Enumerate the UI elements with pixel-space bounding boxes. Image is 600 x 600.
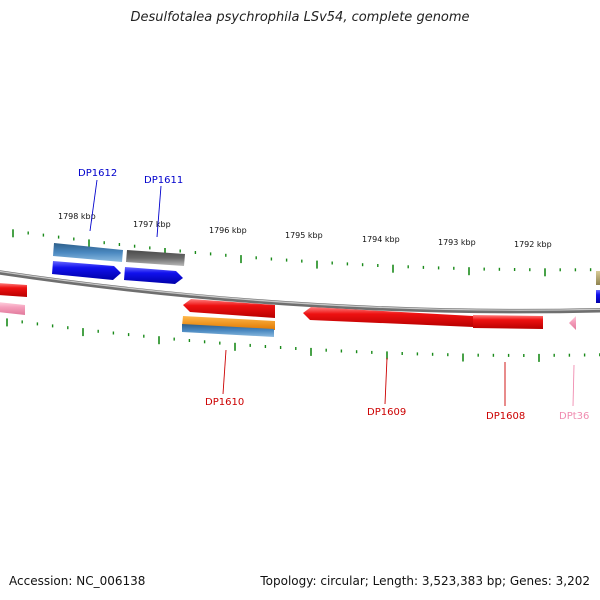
gene-blue-left[interactable]: [52, 261, 121, 280]
gene-blue-right[interactable]: [124, 267, 183, 284]
genome-title: Desulfotalea psychrophila LSv54, complet…: [130, 10, 470, 25]
gene-label-DP1610[interactable]: DP1610: [205, 397, 244, 408]
scale-label-1797: 1797 kbp: [133, 220, 171, 229]
gene-DP1610[interactable]: [183, 299, 275, 318]
accession-text: Accession: NC_006138: [9, 574, 146, 588]
gene-label-DP1611[interactable]: DP1611: [144, 175, 183, 186]
gene-DP1611-outer[interactable]: [126, 250, 185, 266]
leader-DP1612: [89, 179, 98, 232]
scale-label-1796: 1796 kbp: [209, 226, 247, 235]
gene-label-DPt36[interactable]: DPt36: [559, 411, 589, 422]
gene-DP1610-steel[interactable]: [182, 324, 274, 337]
gene-red-edge[interactable]: [0, 283, 27, 297]
lower-tick-track: [6, 318, 600, 362]
leader-DP1611: [156, 185, 162, 238]
leader-DP1609: [384, 357, 388, 405]
gene-label-DP1609[interactable]: DP1609: [367, 407, 406, 418]
scale-label-1792: 1792 kbp: [514, 240, 552, 249]
gene-DPt36[interactable]: [569, 316, 576, 330]
gene-pink-edge[interactable]: [0, 302, 25, 315]
gene-DP1608[interactable]: [473, 315, 543, 329]
leader-DP1610: [222, 349, 227, 395]
gene-blue-edge[interactable]: [596, 290, 600, 303]
gene-label-DP1608[interactable]: DP1608: [486, 411, 525, 422]
gene-olive-edge[interactable]: [596, 271, 600, 285]
leader-DPt36: [572, 364, 575, 407]
scale-label-1794: 1794 kbp: [362, 235, 400, 244]
scale-label-1793: 1793 kbp: [438, 238, 476, 247]
gene-DP1612-outer[interactable]: [53, 243, 123, 262]
genome-backbone: [0, 270, 600, 314]
genome-summary-text: Topology: circular; Length: 3,523,383 bp…: [260, 574, 590, 588]
gene-label-DP1612[interactable]: DP1612: [78, 168, 117, 179]
gene-DP1609[interactable]: [303, 307, 473, 327]
scale-label-1798: 1798 kbp: [58, 212, 96, 221]
scale-label-1795: 1795 kbp: [285, 231, 323, 240]
